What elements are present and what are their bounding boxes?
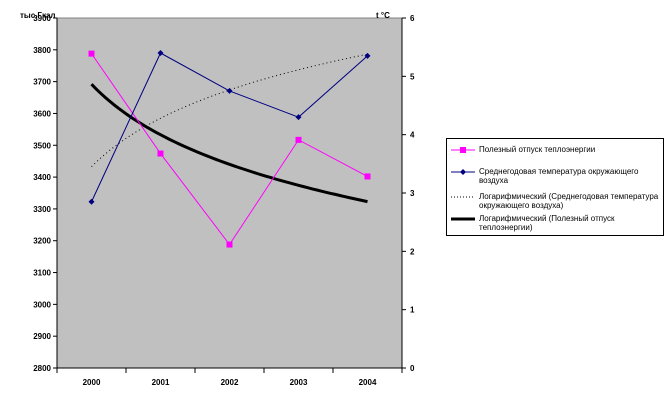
y-left-tick-label: 3700 — [33, 78, 51, 87]
legend-swatch-temperature — [451, 169, 475, 175]
legend-swatch-heat-supply-trend — [451, 217, 475, 221]
y-left-tick-label: 2800 — [33, 364, 51, 373]
legend-label-temperature-trend: Логарифмический (Среднегодовая температу… — [479, 192, 659, 210]
y-right-tick-label: 4 — [410, 131, 415, 140]
y-left-tick-label: 3900 — [33, 14, 51, 23]
legend-label-heat-supply-trend: Логарифмический (Полезный отпуск теплоэн… — [479, 214, 615, 232]
y-left-tick-label: 3300 — [33, 205, 51, 214]
x-tick-label: 2000 — [83, 378, 101, 387]
axis-layer: 2800 2900 3000 3100 3200 3300 3400 3500 3600 3700… — [33, 14, 415, 387]
x-tick-label: 2001 — [152, 378, 170, 387]
y-right-tick-label: 5 — [410, 72, 415, 81]
trend-layer — [90, 53, 368, 204]
y-left-tick-label: 2900 — [33, 332, 51, 341]
legend-swatch-heat-supply — [451, 147, 475, 153]
series-1-point — [88, 198, 95, 205]
series-0-point — [88, 50, 95, 57]
y-right-tick-label: 6 — [410, 14, 415, 23]
y-right-tick-label: 2 — [410, 247, 415, 256]
x-tick-label: 2002 — [221, 378, 239, 387]
legend: Полезный отпуск теплоэнергии Среднегодов… — [446, 138, 664, 236]
legend-swatch-temperature-trend — [451, 196, 475, 198]
series-0-point — [226, 241, 233, 248]
legend-label-temperature: Среднегодовая температура окружающего во… — [479, 167, 639, 185]
y-left-tick-label: 3000 — [33, 300, 51, 309]
legend-label-heat-supply: Полезный отпуск теплоэнергии — [479, 145, 596, 154]
y-left-tick-label: 3200 — [33, 237, 51, 246]
x-tick-label: 2004 — [359, 378, 377, 387]
trend-line-3 — [90, 83, 368, 204]
y-left-tick-label: 3800 — [33, 46, 51, 55]
y-left-tick-label: 3400 — [33, 173, 51, 182]
series-0-point — [157, 150, 164, 157]
series-1-point — [226, 87, 233, 94]
y-right-label: t °C — [376, 11, 390, 20]
series-0-point — [295, 136, 302, 143]
y-left-tick-label: 3100 — [33, 269, 51, 278]
series-1-point — [157, 50, 164, 56]
y-left-label: тыс.Гкал — [20, 11, 56, 20]
y-right-tick-label: 3 — [410, 189, 415, 198]
x-tick-label: 2003 — [290, 378, 308, 387]
y-left-tick-label: 3500 — [33, 141, 51, 150]
series-layer — [88, 50, 371, 248]
plot-area — [56, 17, 403, 369]
y-right-tick-label: 1 — [410, 306, 415, 315]
series-1-point — [295, 114, 302, 121]
y-right-tick-label: 0 — [410, 364, 415, 373]
series-0-point — [364, 173, 371, 180]
y-left-tick-label: 3600 — [33, 109, 51, 118]
series-1-point — [364, 52, 371, 59]
